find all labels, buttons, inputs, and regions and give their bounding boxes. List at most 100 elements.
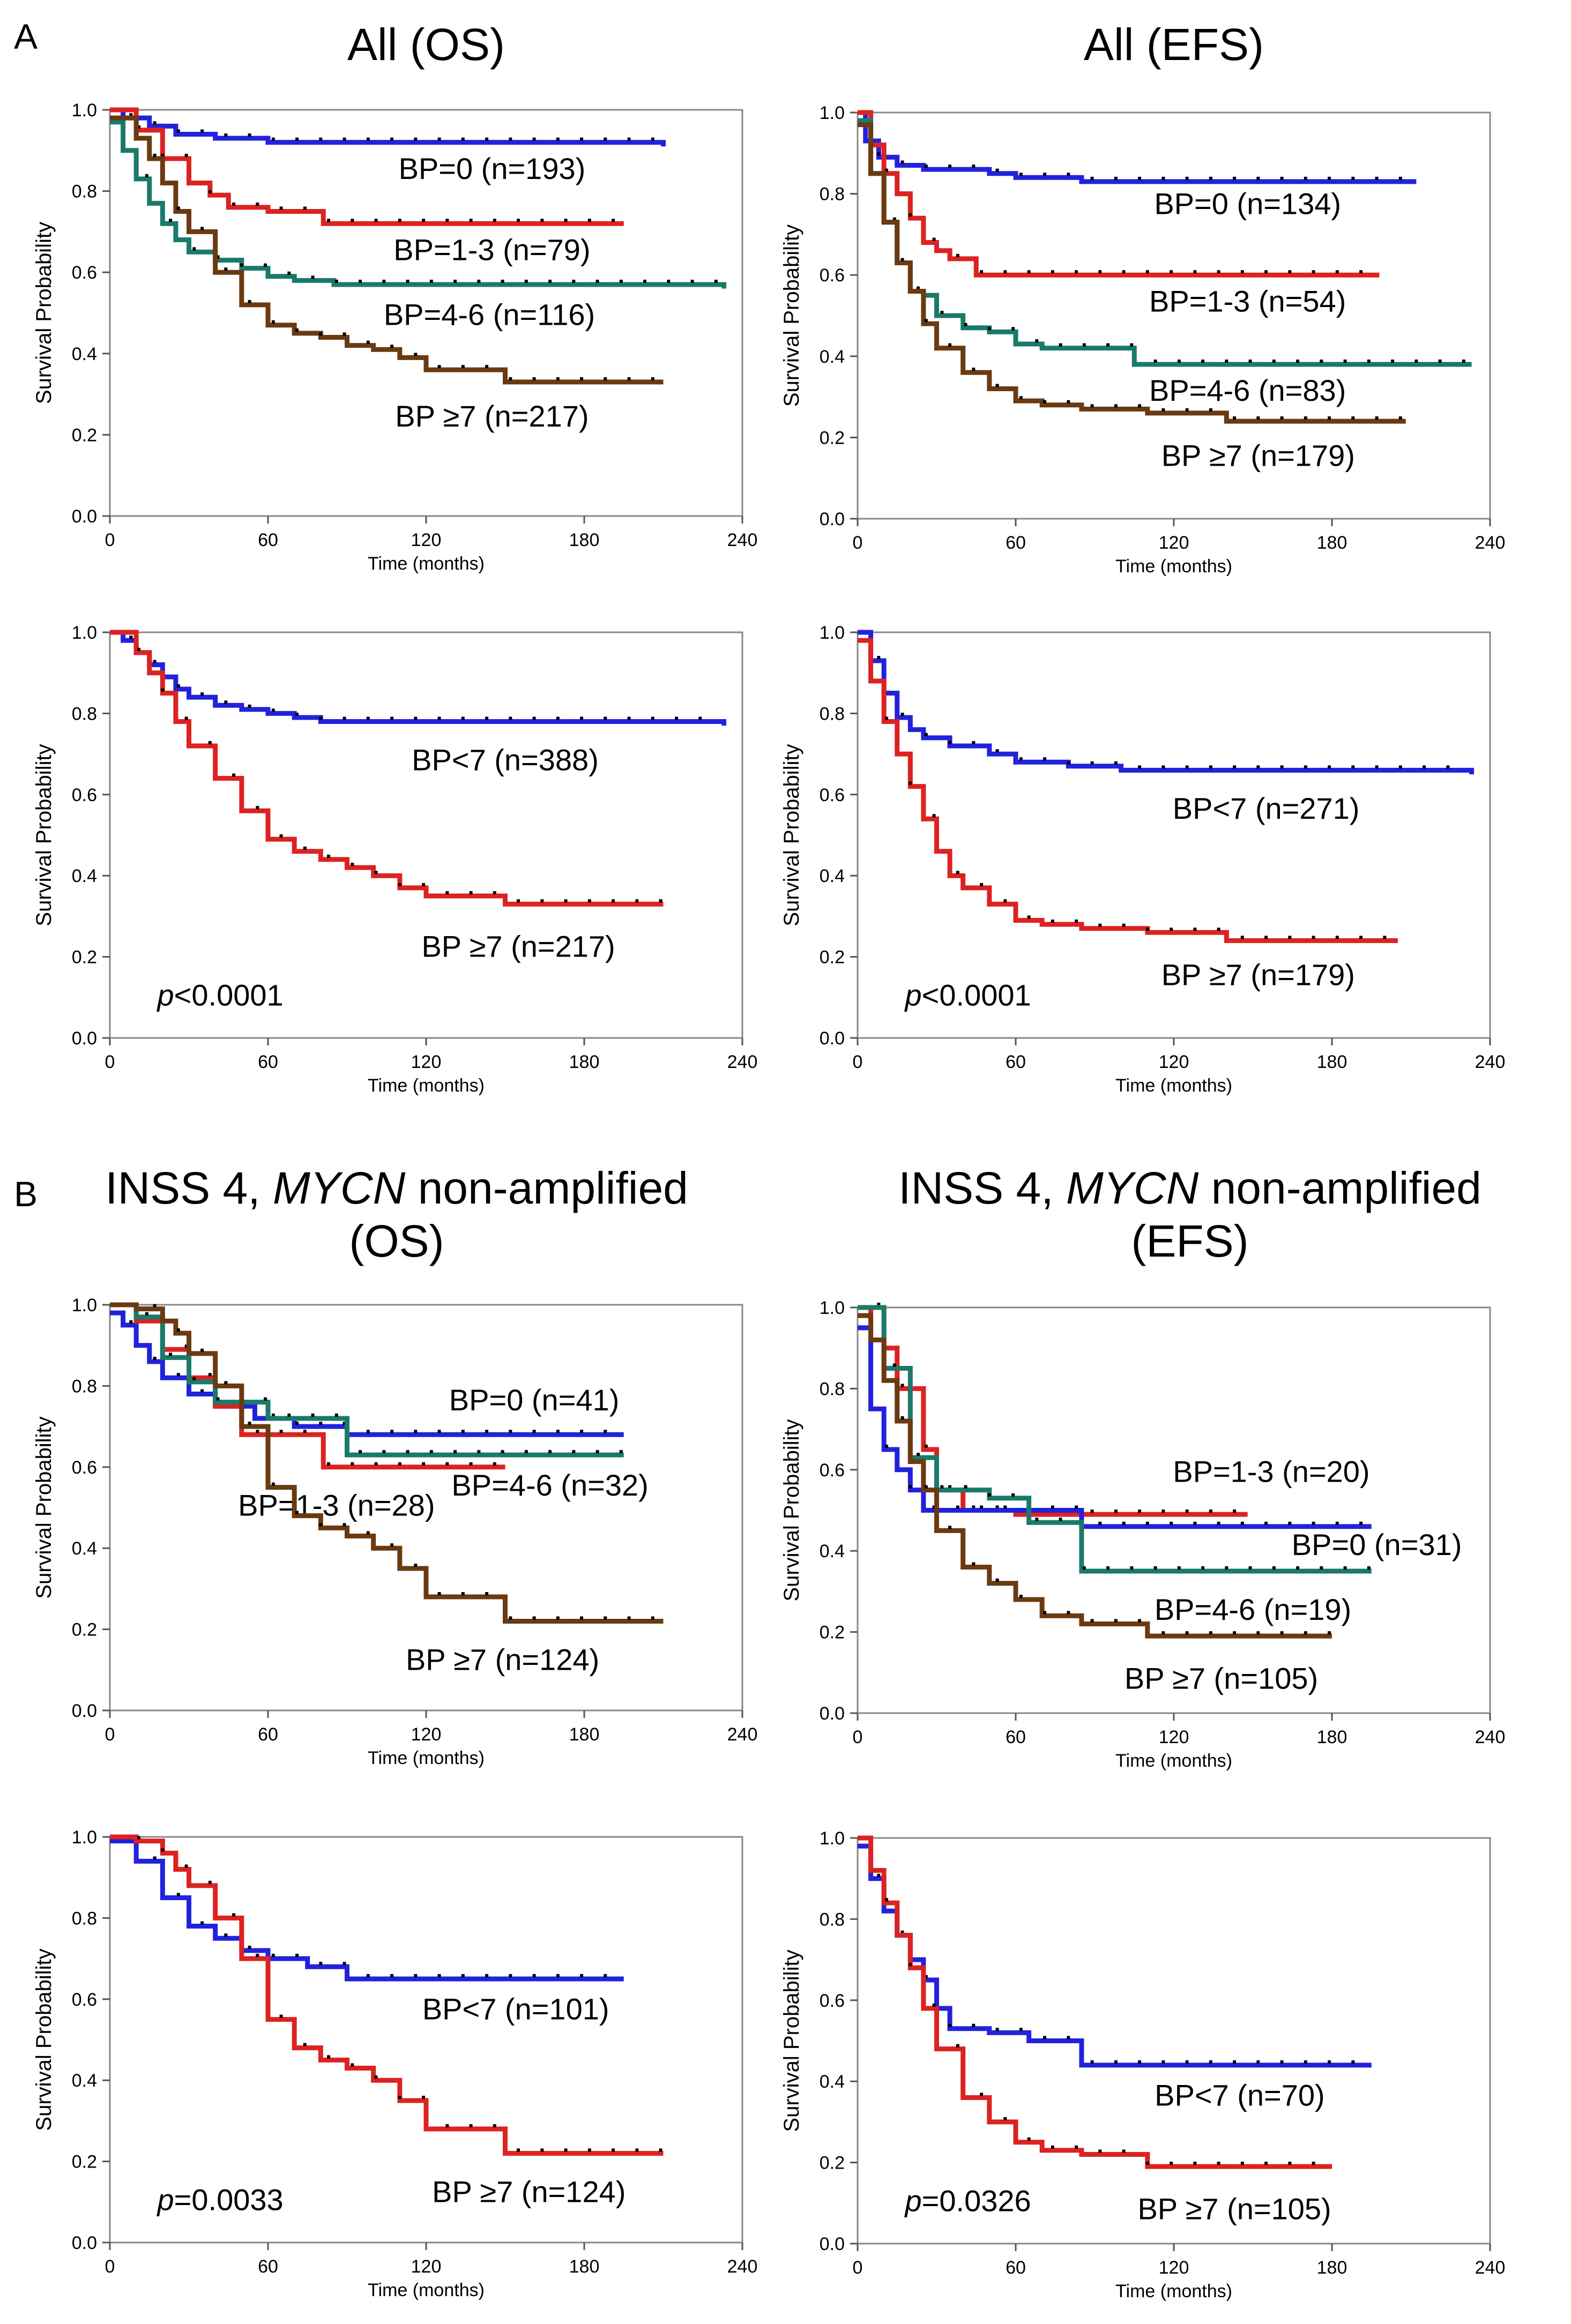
censor-mark bbox=[627, 716, 631, 720]
censor-mark bbox=[366, 716, 370, 720]
censor-mark bbox=[885, 1898, 889, 1902]
x-tick-label: 120 bbox=[1159, 2258, 1189, 2278]
censor-mark bbox=[1122, 2149, 1126, 2153]
chart-all-efs-bp-groups: 0.0 0.2 0.4 0.6 0.8 1.0 0 60 120 180 240 Time (mont… bbox=[780, 103, 1506, 577]
censor-mark bbox=[279, 1430, 283, 1433]
censor-mark bbox=[1019, 757, 1023, 761]
censor-mark bbox=[319, 1523, 323, 1527]
series-1 bbox=[110, 107, 624, 226]
censor-mark bbox=[1082, 343, 1086, 347]
censor-mark bbox=[493, 891, 496, 895]
censor-mark bbox=[924, 165, 928, 168]
panel-label-b: B bbox=[14, 1174, 38, 1214]
x-tick-label: 240 bbox=[1475, 1727, 1506, 1747]
censor-mark bbox=[192, 1377, 196, 1380]
censor-mark bbox=[271, 708, 275, 712]
censor-mark bbox=[690, 279, 694, 283]
censor-mark bbox=[1193, 1521, 1197, 1525]
censor-mark bbox=[359, 1450, 362, 1454]
censor-mark bbox=[1367, 1566, 1371, 1570]
censor-mark bbox=[1067, 2036, 1070, 2039]
censor-mark bbox=[587, 899, 591, 903]
censor-mark bbox=[1098, 1521, 1102, 1525]
censor-mark bbox=[1185, 176, 1189, 180]
censor-mark bbox=[192, 247, 196, 251]
series-label: BP ≥7 (n=179) bbox=[1162, 958, 1355, 992]
censor-mark bbox=[1335, 270, 1339, 274]
censor-mark bbox=[398, 2096, 401, 2099]
series-label: BP ≥7 (n=217) bbox=[421, 930, 615, 963]
censor-mark bbox=[1019, 1595, 1023, 1598]
p-value: p<0.0001 bbox=[904, 978, 1031, 1012]
censor-mark bbox=[453, 1450, 457, 1454]
censor-mark bbox=[1233, 1631, 1237, 1635]
censor-mark bbox=[1343, 1566, 1347, 1570]
series-label: BP ≥7 (n=179) bbox=[1162, 438, 1355, 472]
plot-frame bbox=[109, 109, 743, 517]
censor-mark bbox=[1359, 270, 1363, 274]
censor-mark bbox=[382, 279, 386, 283]
censor-mark bbox=[909, 1485, 912, 1489]
censor-mark bbox=[956, 2044, 959, 2047]
censor-mark bbox=[334, 279, 338, 283]
censor-mark bbox=[390, 1974, 394, 1977]
x-tick-label: 0 bbox=[105, 1052, 115, 1072]
censor-mark bbox=[327, 1462, 331, 1466]
censor-mark bbox=[137, 125, 141, 129]
censor-mark bbox=[422, 219, 426, 222]
censor-mark bbox=[604, 137, 607, 141]
series-label: BP=4-6 (n=32) bbox=[451, 1468, 648, 1502]
censor-mark bbox=[129, 1320, 133, 1324]
censor-mark bbox=[1003, 2117, 1007, 2120]
censor-mark bbox=[437, 365, 441, 369]
censor-mark bbox=[1264, 270, 1268, 274]
censor-mark bbox=[1162, 408, 1165, 412]
y-tick-label: 1.0 bbox=[820, 103, 845, 123]
censor-mark bbox=[1209, 1631, 1212, 1635]
censor-mark bbox=[374, 2075, 378, 2079]
censor-mark bbox=[501, 1450, 504, 1454]
y-tick-label: 0.8 bbox=[820, 184, 845, 205]
censor-mark bbox=[580, 137, 584, 141]
censor-mark bbox=[698, 716, 702, 720]
y-tick-label: 0.6 bbox=[72, 1458, 97, 1478]
censor-mark bbox=[1288, 270, 1292, 274]
censor-mark bbox=[477, 279, 481, 283]
censor-mark bbox=[359, 279, 362, 283]
censor-mark bbox=[343, 1523, 346, 1527]
censor-mark bbox=[1098, 923, 1102, 927]
censor-mark bbox=[540, 2148, 544, 2152]
censor-mark bbox=[264, 263, 267, 267]
censor-mark bbox=[948, 1526, 952, 1529]
censor-mark bbox=[627, 137, 631, 141]
series-label: BP ≥7 (n=217) bbox=[395, 399, 589, 433]
censor-mark bbox=[659, 899, 662, 903]
censor-mark bbox=[1138, 1510, 1142, 1513]
censor-mark bbox=[604, 1974, 607, 1977]
censor-mark bbox=[145, 1312, 148, 1316]
chart-inss4-os-bp7: 0.0 0.2 0.4 0.6 0.8 1.0 0 60 120 180 240 Time (mont… bbox=[32, 1827, 757, 2300]
censor-mark bbox=[232, 202, 236, 206]
censor-mark bbox=[1059, 343, 1062, 347]
censor-mark bbox=[200, 692, 204, 696]
censor-mark bbox=[295, 137, 299, 141]
censor-mark bbox=[995, 1505, 999, 1509]
censor-mark bbox=[374, 871, 378, 875]
censor-mark bbox=[1003, 899, 1007, 903]
censor-mark bbox=[917, 1453, 920, 1456]
x-tick-label: 240 bbox=[1475, 533, 1506, 553]
series-label: BP=0 (n=41) bbox=[449, 1383, 620, 1417]
censor-mark bbox=[917, 286, 920, 290]
y-tick-label: 0.4 bbox=[72, 866, 97, 886]
y-tick-label: 0.4 bbox=[820, 347, 845, 367]
survival-curve bbox=[110, 115, 664, 385]
censor-mark bbox=[414, 353, 418, 356]
x-tick-label: 0 bbox=[105, 530, 115, 550]
censor-mark bbox=[924, 1485, 928, 1489]
censor-mark bbox=[145, 174, 148, 177]
censor-mark bbox=[469, 219, 473, 222]
y-tick-label: 1.0 bbox=[72, 1827, 97, 1848]
censor-mark bbox=[343, 716, 346, 720]
censor-mark bbox=[1153, 359, 1157, 363]
censor-mark bbox=[580, 716, 584, 720]
